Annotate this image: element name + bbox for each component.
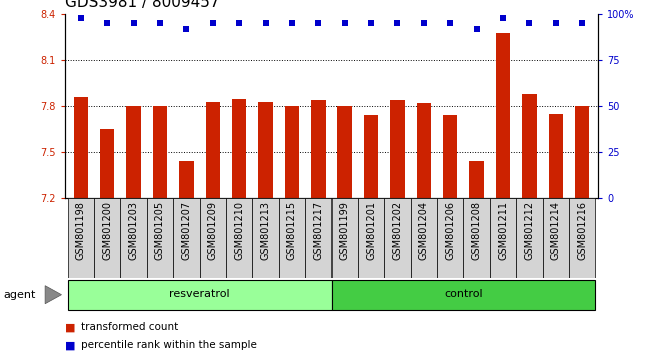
Text: GSM801212: GSM801212 [525,201,534,260]
Text: GSM801215: GSM801215 [287,201,297,260]
Bar [549,114,563,198]
Text: GSM801213: GSM801213 [261,201,270,259]
Bar [437,198,463,278]
Bar [332,198,358,278]
Bar [147,198,173,278]
Point [287,21,297,26]
Text: GSM801199: GSM801199 [340,201,350,259]
Bar [285,106,299,198]
Point [129,21,139,26]
Point [419,21,429,26]
Text: GSM801210: GSM801210 [234,201,244,259]
Point [445,21,456,26]
Bar [411,198,437,278]
Bar [364,115,378,198]
Text: control: control [444,289,483,299]
Bar [232,98,246,198]
Bar [490,198,516,278]
Bar [279,198,305,278]
Text: GSM801207: GSM801207 [181,201,191,260]
Point [207,21,218,26]
Text: GSM801208: GSM801208 [472,201,482,259]
Bar [173,198,200,278]
Bar [153,106,167,198]
Bar [200,198,226,278]
Bar [252,198,279,278]
Bar [226,198,252,278]
Bar [126,106,141,198]
Text: resveratrol: resveratrol [169,289,230,299]
Bar [179,161,194,198]
Text: GDS3981 / 8009457: GDS3981 / 8009457 [65,0,220,10]
Text: GSM801198: GSM801198 [76,201,86,259]
Bar [358,198,384,278]
Bar [205,102,220,198]
Text: GSM801200: GSM801200 [102,201,112,259]
Text: GSM801202: GSM801202 [393,201,402,260]
Text: GSM801204: GSM801204 [419,201,429,259]
Point [261,21,271,26]
Bar [496,33,510,198]
Text: GSM801205: GSM801205 [155,201,165,260]
Bar [68,280,332,310]
Bar [569,198,595,278]
Bar [94,198,120,278]
Bar [120,198,147,278]
Bar [463,198,490,278]
Text: GSM801206: GSM801206 [445,201,455,259]
Text: GSM801214: GSM801214 [551,201,561,259]
Text: GSM801203: GSM801203 [129,201,138,259]
Text: GSM801201: GSM801201 [366,201,376,259]
Point [392,21,402,26]
Text: GSM801209: GSM801209 [208,201,218,259]
Bar [258,102,273,198]
Bar [516,198,543,278]
Point [551,21,561,26]
Point [339,21,350,26]
Point [313,21,324,26]
Bar [311,100,326,198]
Text: GSM801217: GSM801217 [313,201,323,260]
Bar [332,280,595,310]
Point [102,21,112,26]
Bar [469,161,484,198]
Bar [73,97,88,198]
Point [498,15,508,21]
Bar [68,198,94,278]
Point [75,15,86,21]
Bar [305,198,332,278]
Point [366,21,376,26]
Bar [522,94,537,198]
Point [181,26,192,32]
Polygon shape [45,286,62,304]
Bar [575,106,590,198]
Bar [100,129,114,198]
Text: percentile rank within the sample: percentile rank within the sample [81,340,257,350]
Text: ■: ■ [65,322,75,332]
Point [524,21,534,26]
Bar [417,103,431,198]
Text: transformed count: transformed count [81,322,179,332]
Point [155,21,165,26]
Bar [390,100,405,198]
Point [234,21,244,26]
Point [577,21,588,26]
Bar [337,106,352,198]
Bar [543,198,569,278]
Text: ■: ■ [65,340,75,350]
Text: agent: agent [3,290,36,300]
Point [471,26,482,32]
Text: GSM801211: GSM801211 [498,201,508,259]
Bar [443,115,458,198]
Bar [384,198,411,278]
Text: GSM801216: GSM801216 [577,201,587,259]
